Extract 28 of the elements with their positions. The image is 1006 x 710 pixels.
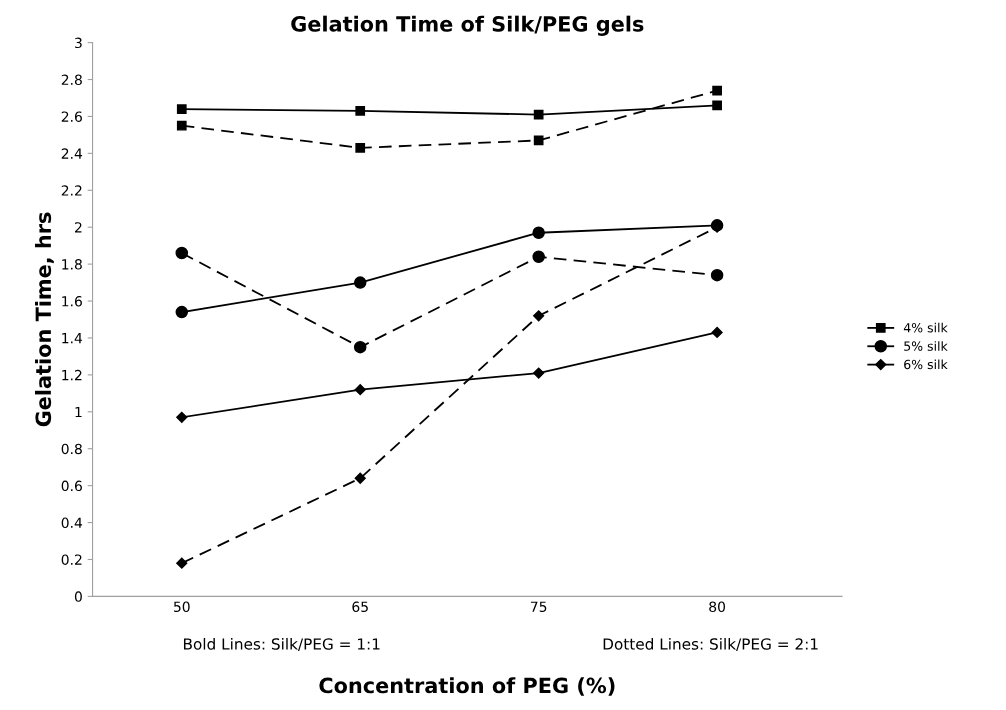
legend-label: 6% silk — [904, 359, 948, 370]
legend-label: 4% silk — [903, 322, 948, 333]
y-tick-label: 0.8 — [61, 443, 82, 455]
text: Dotted Lines: Silk/PEG = 2:1 — [603, 637, 818, 651]
y-tick-label: 2.4 — [61, 148, 83, 159]
y-tick-label: 1.8 — [62, 259, 82, 270]
x-axis-title: Concentration of PEG (%) — [319, 677, 615, 696]
y-tick-label: 2.2 — [61, 185, 82, 196]
y-tick-label: 0 — [74, 591, 82, 602]
y-tick-label: 2.6 — [61, 111, 82, 122]
y-tick-label: 1.6 — [62, 296, 82, 307]
y-tick-label: 1 — [75, 406, 82, 418]
y-tick-label: 1.2 — [62, 369, 82, 381]
x-tick-label: 80 — [709, 601, 726, 613]
y-tick-label: 1.4 — [62, 333, 83, 344]
y-tick-label: 0.2 — [61, 554, 82, 565]
text: Bold Lines: Silk/PEG = 1:1 — [183, 637, 380, 651]
y-tick-label: 0.4 — [61, 517, 83, 529]
chart-title: Gelation Time of Silk/PEG gels — [291, 15, 644, 36]
y-tick-label: 2.8 — [61, 74, 82, 85]
x-tick-label: 50 — [174, 601, 190, 613]
y-tick-label: 0.6 — [61, 480, 82, 492]
x-tick-label: 75 — [530, 601, 547, 613]
y-axis-title: Gelation Time, hrs — [35, 212, 54, 427]
y-tick-label: 3 — [75, 37, 82, 49]
legend-label: 5% silk — [904, 341, 948, 351]
y-tick-label: 2 — [75, 222, 82, 233]
x-tick-label: 65 — [352, 601, 368, 613]
